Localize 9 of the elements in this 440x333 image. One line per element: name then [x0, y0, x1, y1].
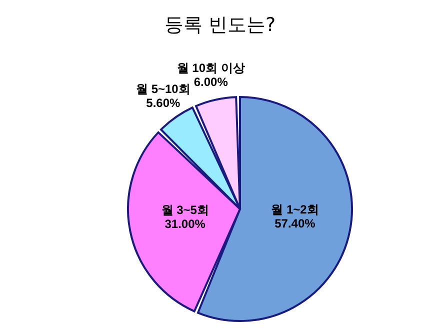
data-label: 57.40%	[274, 216, 316, 231]
slice-label: 월 1~2회	[271, 202, 319, 217]
data-label: 5.60%	[146, 96, 181, 110]
data-label: 6.00%	[194, 75, 228, 90]
slice-label: 월 5~10회	[136, 82, 190, 96]
slice-label: 월 3~5회	[161, 203, 209, 218]
data-label: 31.00%	[164, 217, 206, 232]
chart-title: 등록 빈도는?	[163, 13, 277, 38]
slice-label: 월 10회 이상	[176, 61, 245, 76]
